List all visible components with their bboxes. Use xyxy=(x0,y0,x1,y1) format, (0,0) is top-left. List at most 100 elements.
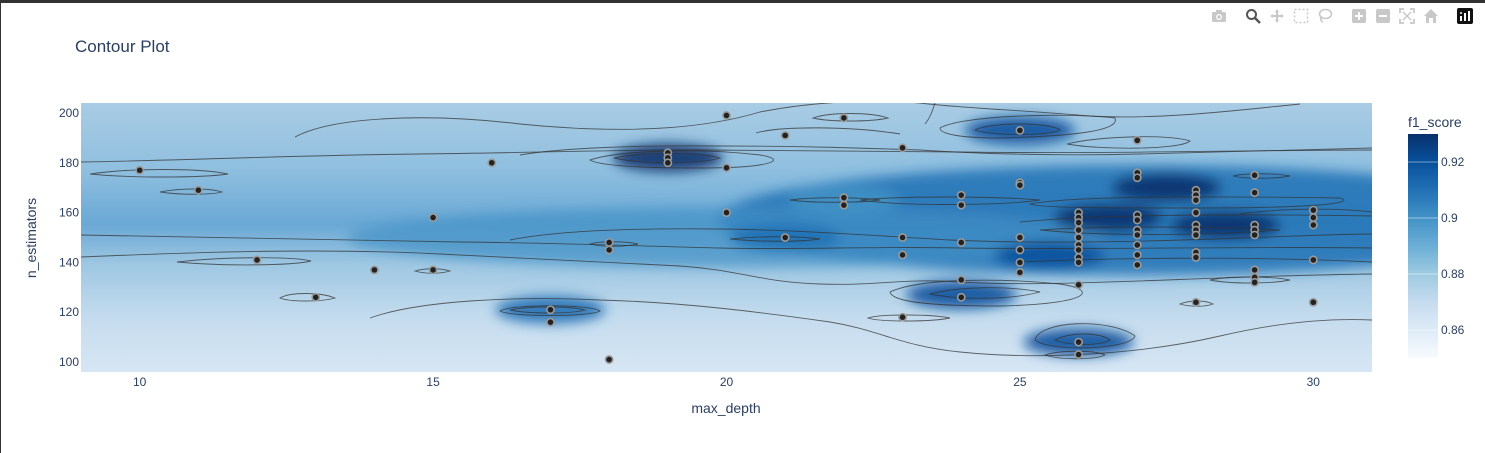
trial-point[interactable] xyxy=(1308,297,1318,307)
trial-point[interactable] xyxy=(898,250,907,260)
x-tick-label: 15 xyxy=(426,375,440,389)
trial-point[interactable] xyxy=(1250,265,1260,275)
trial-point[interactable] xyxy=(1132,260,1142,270)
trial-point[interactable] xyxy=(898,312,907,322)
trial-point[interactable] xyxy=(546,305,555,315)
camera-icon[interactable] xyxy=(1207,6,1231,26)
trial-point[interactable] xyxy=(1191,208,1201,217)
trial-point[interactable] xyxy=(663,158,673,168)
contour-line xyxy=(369,298,1372,357)
trial-point[interactable] xyxy=(1074,280,1083,290)
trial-point[interactable] xyxy=(1308,205,1318,215)
trial-point[interactable] xyxy=(898,233,907,242)
colorbar-title: f1_score xyxy=(1408,114,1462,130)
autoscale-icon[interactable] xyxy=(1395,6,1419,26)
trial-point[interactable] xyxy=(193,185,203,195)
colorbar-gradient xyxy=(1408,134,1438,358)
trial-point[interactable] xyxy=(1074,258,1083,267)
trial-point[interactable] xyxy=(956,275,966,285)
y-tick-label: 180 xyxy=(59,156,79,170)
trial-point[interactable] xyxy=(1074,350,1083,359)
trial-point[interactable] xyxy=(135,165,145,175)
trial-point[interactable] xyxy=(1250,230,1260,240)
trial-point[interactable] xyxy=(839,113,849,123)
trial-point[interactable] xyxy=(1132,230,1142,240)
trial-point[interactable] xyxy=(839,200,849,210)
plotly-logo[interactable] xyxy=(1453,6,1477,26)
trial-point[interactable] xyxy=(1191,195,1201,205)
trial-point[interactable] xyxy=(311,292,321,302)
trial-point[interactable] xyxy=(1132,240,1142,250)
trial-point[interactable] xyxy=(1191,230,1201,240)
trial-point[interactable] xyxy=(956,238,966,247)
trial-point[interactable] xyxy=(1074,233,1083,242)
trial-point[interactable] xyxy=(956,190,966,200)
trial-point[interactable] xyxy=(1074,245,1083,255)
trial-point[interactable] xyxy=(722,208,731,217)
plot-area[interactable] xyxy=(81,101,1485,372)
trial-point[interactable] xyxy=(1132,135,1142,145)
trial-point[interactable] xyxy=(898,143,907,153)
colorbar: f1_score 0.86 0.88 0.9 0.92 xyxy=(1408,114,1465,358)
zoom-icon[interactable] xyxy=(1241,6,1265,26)
trial-point[interactable] xyxy=(252,255,262,265)
trial-point[interactable] xyxy=(1015,125,1025,135)
trial-point[interactable] xyxy=(780,130,790,140)
trial-point[interactable] xyxy=(1132,250,1142,260)
trial-point[interactable] xyxy=(1250,170,1260,180)
colorbar-tick-label: 0.92 xyxy=(1441,155,1465,169)
contour-line xyxy=(588,241,639,247)
contour-line xyxy=(1232,173,1291,179)
zoom-in-icon[interactable] xyxy=(1347,6,1371,26)
trial-point[interactable] xyxy=(956,292,966,302)
trial-point[interactable] xyxy=(1074,337,1083,347)
trial-point[interactable] xyxy=(839,193,849,203)
trial-point[interactable] xyxy=(370,265,379,275)
contour-line xyxy=(924,103,936,125)
trial-point[interactable] xyxy=(1308,255,1318,265)
trial-point[interactable] xyxy=(956,200,966,210)
trial-point[interactable] xyxy=(1015,245,1025,255)
trial-point[interactable] xyxy=(1250,188,1260,198)
trial-point[interactable] xyxy=(604,355,614,364)
trial-point[interactable] xyxy=(604,245,614,255)
trial-point[interactable] xyxy=(1015,233,1025,242)
reset-axes-icon[interactable] xyxy=(1419,6,1443,26)
pan-icon[interactable] xyxy=(1265,6,1289,26)
contour-line xyxy=(973,123,1061,135)
trial-point[interactable] xyxy=(1308,220,1318,230)
trial-point[interactable] xyxy=(1191,253,1201,262)
trial-point[interactable] xyxy=(1308,213,1318,222)
trial-point[interactable] xyxy=(1250,277,1260,287)
trial-point[interactable] xyxy=(1074,225,1083,235)
trial-point[interactable] xyxy=(1015,258,1025,267)
contour-line xyxy=(1034,323,1136,349)
trial-point[interactable] xyxy=(1132,173,1142,183)
zoom-out-icon[interactable] xyxy=(1371,6,1395,26)
contour-line xyxy=(729,236,821,242)
trial-point[interactable] xyxy=(722,111,731,120)
lasso-icon[interactable] xyxy=(1313,6,1337,26)
box-select-icon[interactable] xyxy=(1289,6,1313,26)
trial-point[interactable] xyxy=(487,158,497,168)
y-tick-label: 140 xyxy=(59,255,79,269)
trial-point[interactable] xyxy=(1015,267,1025,277)
trial-point[interactable] xyxy=(1074,218,1083,227)
trial-point[interactable] xyxy=(780,233,790,242)
trial-point[interactable] xyxy=(722,163,731,173)
contour-line xyxy=(889,279,1083,307)
trial-point[interactable] xyxy=(428,213,438,222)
hotspot-region xyxy=(346,207,1107,268)
trial-point[interactable] xyxy=(546,317,555,327)
contour-line xyxy=(1239,208,1372,215)
trial-point[interactable] xyxy=(1132,215,1142,225)
trial-point[interactable] xyxy=(604,238,614,247)
contour-line xyxy=(811,113,890,122)
trial-point[interactable] xyxy=(1191,297,1201,307)
x-tick-label: 30 xyxy=(1307,375,1321,389)
trial-point[interactable] xyxy=(1015,180,1025,190)
trial-point[interactable] xyxy=(428,265,438,275)
y-tick-label: 100 xyxy=(59,355,79,369)
